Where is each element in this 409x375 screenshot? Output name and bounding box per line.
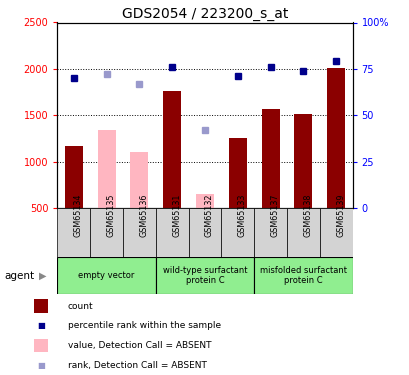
- Text: GSM65138: GSM65138: [303, 194, 312, 237]
- Bar: [294, 114, 312, 208]
- Title: GDS2054 / 223200_s_at: GDS2054 / 223200_s_at: [121, 8, 288, 21]
- Text: misfolded surfactant
protein C: misfolded surfactant protein C: [259, 266, 346, 285]
- Bar: [188, 208, 221, 257]
- Bar: [163, 91, 181, 208]
- Text: GSM65132: GSM65132: [204, 194, 213, 237]
- Text: value, Detection Call = ABSENT: value, Detection Call = ABSENT: [67, 341, 211, 350]
- Text: GSM65133: GSM65133: [237, 194, 246, 237]
- Bar: [123, 208, 155, 257]
- Text: ■: ■: [37, 361, 45, 370]
- Text: GSM65137: GSM65137: [270, 194, 279, 237]
- Text: ■: ■: [37, 321, 45, 330]
- Text: agent: agent: [4, 271, 34, 280]
- Bar: [319, 208, 352, 257]
- Text: count: count: [67, 302, 93, 310]
- Bar: [65, 146, 83, 208]
- Bar: [254, 257, 352, 294]
- Bar: [326, 68, 344, 208]
- Text: GSM65139: GSM65139: [335, 194, 344, 237]
- Text: GSM65136: GSM65136: [139, 194, 148, 237]
- Bar: [57, 257, 155, 294]
- Text: GSM65134: GSM65134: [74, 194, 83, 237]
- Bar: [254, 208, 286, 257]
- Bar: [130, 152, 148, 208]
- Text: empty vector: empty vector: [78, 271, 135, 280]
- Bar: [196, 194, 213, 208]
- Bar: [261, 109, 279, 208]
- Text: rank, Detection Call = ABSENT: rank, Detection Call = ABSENT: [67, 361, 206, 370]
- Text: GSM65135: GSM65135: [106, 194, 115, 237]
- Bar: [286, 208, 319, 257]
- Text: GSM65131: GSM65131: [172, 194, 181, 237]
- Bar: [97, 130, 115, 208]
- Bar: [57, 208, 90, 257]
- Text: percentile rank within the sample: percentile rank within the sample: [67, 321, 220, 330]
- Text: wild-type surfactant
protein C: wild-type surfactant protein C: [162, 266, 247, 285]
- Bar: [90, 208, 123, 257]
- Bar: [155, 208, 188, 257]
- Text: ▶: ▶: [39, 271, 46, 280]
- Bar: [155, 257, 254, 294]
- Bar: [221, 208, 254, 257]
- Bar: [228, 138, 246, 208]
